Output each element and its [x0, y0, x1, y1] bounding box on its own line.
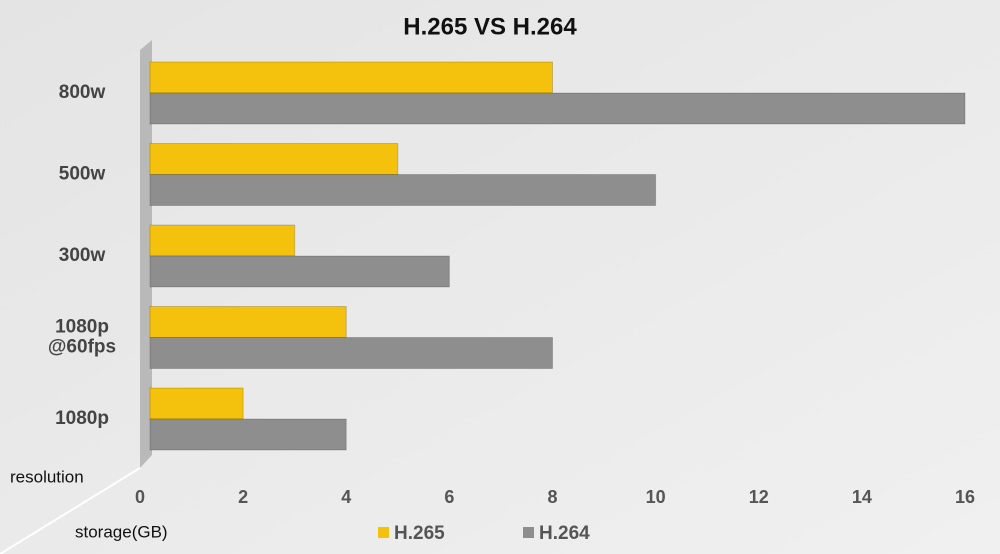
bar [149, 174, 657, 206]
bar [149, 61, 553, 94]
legend-swatch [523, 527, 534, 538]
x-tick-label: 12 [749, 487, 769, 507]
y-axis-label: resolution [10, 467, 84, 486]
x-tick-label: 4 [341, 487, 351, 507]
y-tick-label: 300w [59, 245, 106, 266]
floor-edge [0, 467, 141, 554]
y-tick-label-line: 300w [59, 245, 106, 266]
chart-wall [140, 40, 152, 468]
bar [149, 337, 553, 369]
y-tick-label: 1080p [55, 408, 109, 429]
y-tick-label-line: 800w [59, 82, 106, 103]
bar [149, 92, 966, 125]
y-tick-label-line: 500w [59, 164, 106, 185]
y-tick-label: 500w [59, 164, 106, 185]
bar [149, 387, 244, 420]
chart-title: H.265 VS H.264 [403, 13, 577, 40]
bar [149, 143, 399, 175]
x-tick-label: 0 [135, 487, 145, 507]
x-tick-label: 2 [238, 487, 248, 507]
x-tick-label: 14 [852, 487, 872, 507]
y-tick-label: 800w [59, 82, 106, 103]
x-tick-label: 8 [547, 487, 557, 507]
legend-label: H.265 [394, 523, 445, 544]
y-tick-label: 1080p @60fps [48, 317, 116, 358]
x-tick-label: 16 [955, 487, 975, 507]
bar [149, 255, 450, 288]
y-tick-label-line: 1080p [55, 317, 109, 338]
x-tick-label: 6 [444, 487, 454, 507]
legend-swatch [378, 527, 389, 538]
y-tick-label-line: 1080p [55, 408, 109, 429]
x-axis-label: storage(GB) [75, 522, 168, 541]
legend-label: H.264 [539, 523, 590, 544]
bar [149, 418, 347, 451]
y-tick-label-line: @60fps [48, 337, 116, 358]
bar [149, 306, 347, 338]
bar [149, 224, 296, 257]
x-tick-label: 10 [646, 487, 666, 507]
